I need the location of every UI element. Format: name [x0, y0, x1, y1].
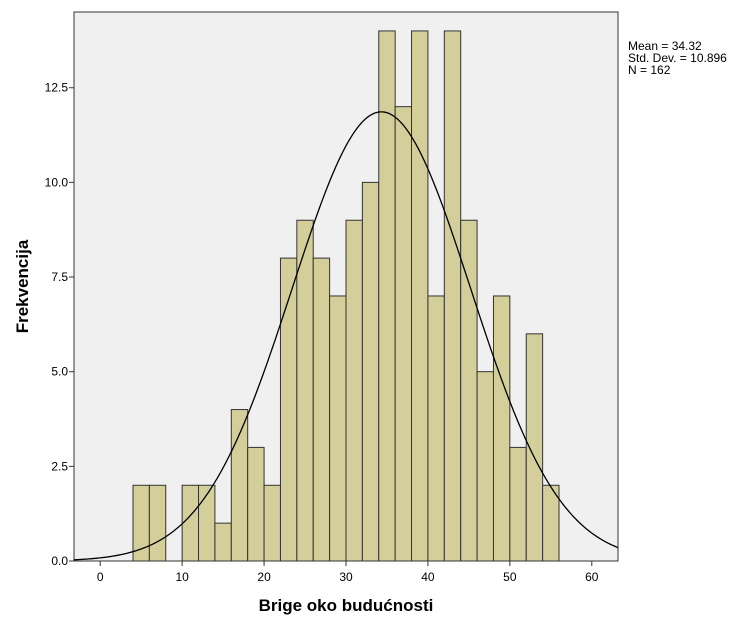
y-tick-label: 2.5 — [51, 459, 68, 473]
histogram-bar — [312, 257, 331, 562]
bars-group — [132, 30, 560, 562]
histogram-bar — [492, 295, 511, 562]
y-tick-label: 7.5 — [51, 270, 68, 284]
histogram-bar — [460, 219, 478, 562]
y-tick-label: 5.0 — [51, 365, 68, 379]
histogram-bar — [296, 219, 314, 562]
stats-n: N = 162 — [628, 63, 671, 77]
histogram-bar — [427, 295, 445, 562]
stats-mean: Mean = 34.32 — [628, 39, 702, 53]
y-tick-label: 10.0 — [45, 175, 69, 189]
x-tick-label: 30 — [339, 570, 353, 584]
histogram-bar — [542, 484, 560, 562]
histogram-bar — [247, 446, 265, 562]
histogram-bar — [181, 484, 200, 562]
histogram-bar — [263, 484, 281, 562]
x-tick-label: 0 — [97, 570, 104, 584]
histogram-bar — [279, 257, 298, 562]
axes-group: 0 10 20 30 40 50 60 0.0 2.5 5.0 7.5 10.0 12.5 — [45, 81, 599, 584]
histogram-bar — [443, 30, 462, 562]
x-tick-label: 40 — [421, 570, 435, 584]
x-tick-label: 60 — [585, 570, 599, 584]
histogram-bar — [525, 333, 544, 562]
histogram-bar — [378, 30, 396, 562]
histogram-bar — [394, 106, 413, 562]
histogram-bar — [345, 219, 363, 562]
stats-box: Mean = 34.32 Std. Dev. = 10.896 N = 162 — [628, 40, 727, 76]
histogram-bar — [476, 371, 494, 562]
histogram-bar — [214, 522, 232, 562]
histogram-bar — [148, 484, 167, 562]
histogram-bar — [509, 446, 527, 562]
histogram-bar — [230, 409, 249, 562]
x-axis-title: Brige oko budućnosti — [259, 596, 434, 615]
x-tick-label: 50 — [503, 570, 517, 584]
normal-curve — [73, 111, 619, 561]
histogram-bar — [361, 181, 380, 562]
x-tick-label: 20 — [257, 570, 271, 584]
y-tick-label: 12.5 — [45, 81, 69, 95]
y-axis-title: Frekvencija — [13, 239, 32, 333]
histogram-bar — [198, 484, 216, 562]
histogram-bar — [411, 30, 429, 562]
histogram-bar — [329, 295, 347, 562]
stats-std-dev: Std. Dev. = 10.896 — [628, 51, 727, 65]
x-tick-label: 10 — [175, 570, 189, 584]
y-tick-label: 0.0 — [51, 554, 68, 568]
